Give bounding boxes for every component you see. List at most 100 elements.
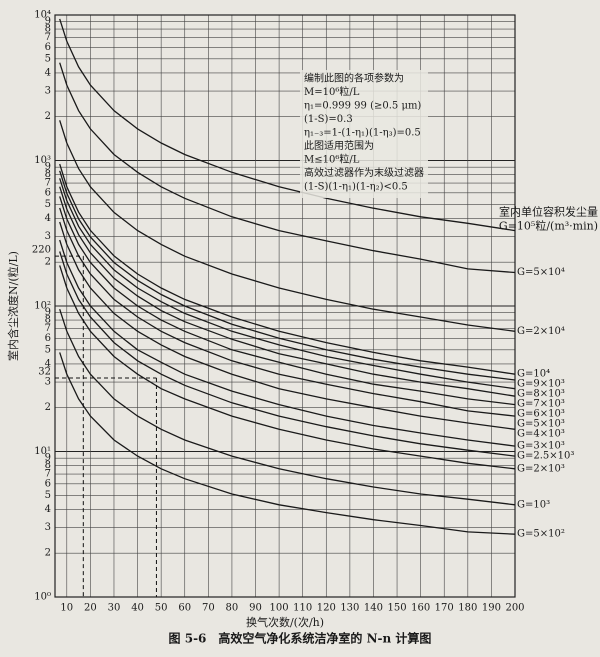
series-label: G=4×10³ bbox=[517, 429, 565, 440]
y-tick-label: 2 bbox=[45, 257, 51, 268]
y-tick-label: 3 bbox=[45, 231, 51, 242]
x-tick-label: 90 bbox=[249, 603, 262, 614]
note-text: 此图适用范围为 bbox=[304, 139, 374, 152]
series-line bbox=[59, 265, 516, 470]
x-tick-label: 180 bbox=[458, 603, 477, 614]
y-tick-label: 6 bbox=[45, 187, 51, 198]
series-line bbox=[59, 251, 516, 457]
series-label: G=6×10³ bbox=[517, 409, 565, 420]
x-tick-label: 20 bbox=[84, 603, 97, 614]
series-label: G=10⁴ bbox=[517, 369, 550, 380]
y-tick-label: 8 bbox=[45, 24, 51, 35]
x-tick-label: 30 bbox=[108, 603, 121, 614]
series-line bbox=[59, 163, 516, 375]
series-label: G=5×10⁴ bbox=[517, 267, 565, 278]
y-tick-label: 5 bbox=[45, 344, 51, 355]
series-label: G=2.5×10³ bbox=[517, 451, 574, 462]
y-tick-label: 8 bbox=[45, 169, 51, 180]
series-label: G=2×10⁴ bbox=[517, 326, 565, 337]
x-tick-label: 140 bbox=[364, 603, 383, 614]
note-text: (1-S)=0.3 bbox=[304, 114, 353, 125]
series-label: G=7×10³ bbox=[517, 399, 565, 410]
series-label: G=9×10³ bbox=[517, 379, 565, 390]
y-tick-label: 7 bbox=[45, 32, 51, 43]
x-tick-label: 80 bbox=[226, 603, 239, 614]
plot-frame bbox=[54, 14, 516, 598]
series-line bbox=[59, 170, 516, 381]
y-axis-label: 室内含尘浓度N/(粒/L) bbox=[6, 251, 20, 361]
x-tick-label: 160 bbox=[411, 603, 430, 614]
y-tick-label: 2 bbox=[45, 402, 51, 413]
series-label: G=2×10³ bbox=[517, 463, 565, 474]
caption: 图 5-6 高效空气净化系统洁净室的 N-n 计算图 bbox=[169, 631, 432, 646]
y-tick-label: 6 bbox=[45, 42, 51, 53]
series-note: 室内单位容积发尘量 bbox=[499, 205, 598, 219]
y-tick-label: 9 bbox=[45, 162, 51, 173]
series-line bbox=[59, 186, 516, 397]
y-tick-label: 5 bbox=[45, 490, 51, 501]
y-tick-label: 9 bbox=[45, 307, 51, 318]
series-line bbox=[59, 196, 516, 406]
note-text: M=10⁶粒/L bbox=[304, 85, 360, 98]
y-tick-label: 4 bbox=[45, 213, 51, 224]
series-line bbox=[59, 239, 516, 447]
series-label: G=5×10³ bbox=[517, 419, 565, 430]
x-tick-label: 70 bbox=[202, 603, 215, 614]
series-line bbox=[59, 207, 516, 417]
series-label: G=3×10³ bbox=[517, 441, 565, 452]
note-text: 编制此图的各项参数为 bbox=[304, 72, 404, 85]
x-tick-label: 110 bbox=[293, 603, 312, 614]
x-tick-label: 100 bbox=[270, 603, 289, 614]
series-line bbox=[59, 178, 516, 390]
series-line bbox=[59, 120, 516, 332]
y-tick-label: 10¹ bbox=[34, 446, 51, 457]
note-text: M≤10⁶粒/L bbox=[304, 153, 360, 166]
y-tick-label: 9 bbox=[45, 453, 51, 464]
y-tick-label: 3 bbox=[45, 86, 51, 97]
series-line bbox=[59, 18, 516, 232]
x-tick-label: 10 bbox=[60, 603, 73, 614]
note-text: (1-S)(1-η₁)(1-η₂)<0.5 bbox=[304, 182, 408, 193]
y-tick-label: 9 bbox=[45, 16, 51, 27]
y-tick-label: 3 bbox=[45, 522, 51, 533]
notes-box bbox=[300, 70, 428, 198]
x-tick-label: 200 bbox=[505, 603, 524, 614]
y-tick-label: 6 bbox=[45, 333, 51, 344]
y-tick-label: 7 bbox=[45, 323, 51, 334]
y-tick-label: 10⁴ bbox=[34, 10, 51, 21]
y-tick-label: 5 bbox=[45, 53, 51, 64]
x-tick-label: 170 bbox=[435, 603, 454, 614]
series-label: G=8×10³ bbox=[517, 389, 565, 400]
y-tick-label: 8 bbox=[45, 315, 51, 326]
x-tick-label: 40 bbox=[131, 603, 144, 614]
series-label: G=5×10² bbox=[517, 529, 565, 540]
y-tick-label: 4 bbox=[45, 67, 51, 78]
x-tick-label: 50 bbox=[155, 603, 168, 614]
y-tick-label: 10⁰ bbox=[34, 592, 51, 603]
x-tick-label: 150 bbox=[388, 603, 407, 614]
x-axis-label: 换气次数/(次/h) bbox=[246, 615, 324, 629]
x-tick-label: 60 bbox=[178, 603, 191, 614]
y-tick-label: 3 bbox=[45, 377, 51, 388]
note-text: 高效过滤器作为末级过滤器 bbox=[304, 166, 424, 179]
x-tick-label: 130 bbox=[340, 603, 359, 614]
y-tick-label: 2 bbox=[45, 548, 51, 559]
y-tick-label: 7 bbox=[45, 469, 51, 480]
series-label: G=10⁵粒/(m³·min) bbox=[499, 219, 598, 233]
series-label: G=10³ bbox=[517, 499, 550, 510]
y-tick-label: 4 bbox=[45, 358, 51, 369]
guide-label: 220 bbox=[32, 245, 51, 256]
y-tick-label: 7 bbox=[45, 178, 51, 189]
series-line bbox=[59, 221, 516, 430]
note-text: η₁=0.999 99 (≥0.5 μm) bbox=[304, 101, 421, 112]
y-tick-label: 6 bbox=[45, 478, 51, 489]
y-tick-label: 10³ bbox=[34, 155, 51, 166]
y-tick-label: 8 bbox=[45, 460, 51, 471]
y-tick-label: 5 bbox=[45, 199, 51, 210]
note-text: η₁₋₃=1-(1-η₁)(1-η₃)=0.5 bbox=[304, 128, 421, 139]
y-tick-label: 2 bbox=[45, 111, 51, 122]
series-line bbox=[59, 62, 516, 274]
series-line bbox=[59, 352, 516, 535]
guide-label: 32 bbox=[38, 367, 51, 378]
